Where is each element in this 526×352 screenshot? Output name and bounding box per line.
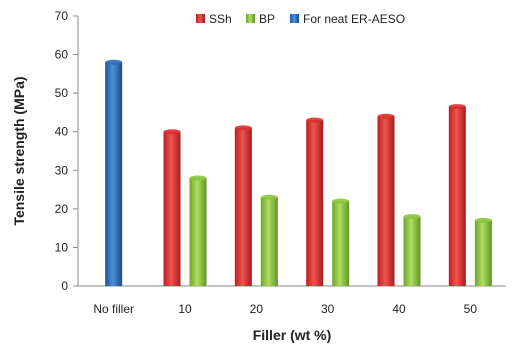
bar-bp [474,220,492,286]
y-tick-label: 70 [55,9,69,23]
x-axis-title: Filler (wt %) [253,327,332,343]
y-tick-label: 50 [55,86,69,100]
x-tick-label: 20 [250,302,264,316]
bar-ssh [306,120,324,287]
bar-top [474,217,492,223]
x-tick-label: 10 [178,302,192,316]
bar-ssh [163,131,181,286]
y-tick-label: 30 [55,163,69,177]
legend-swatch [246,14,255,23]
bar-ssh [448,106,466,287]
bar-bp [332,201,350,286]
y-tick-label: 10 [55,240,69,254]
x-tick-label: 30 [321,302,335,316]
legend-label: BP [259,12,275,26]
legend: SSh BP For neat ER-AESO [196,12,405,26]
y-axis-title: Tensile strength (MPa) [11,76,27,225]
bar-top [260,194,278,200]
bars [105,59,492,287]
legend-label: SSh [209,12,232,26]
y-tick-label: 0 [61,279,68,293]
bar-top [377,113,395,119]
y-axis-ticks: 0 10 20 30 40 50 60 70 [55,9,78,293]
bar-top [448,104,466,110]
y-tick-label: 60 [55,48,69,62]
bar-top [332,198,350,204]
bar-bp [189,178,207,286]
x-tick-label: 50 [464,302,478,316]
legend-swatch [290,14,299,23]
legend-swatch [196,14,205,23]
bar-bp [403,216,421,286]
legend-label: For neat ER-AESO [303,12,405,26]
bar-top [189,175,207,181]
bar-top [163,129,181,135]
bar-bp [260,197,278,286]
bar-top [306,117,324,123]
y-tick-label: 20 [55,202,69,216]
x-tick-label: 40 [392,302,406,316]
y-tick-label: 40 [55,125,69,139]
bar-top [403,214,421,220]
bar-top [234,125,252,131]
bar-ssh [377,116,395,287]
bar-ssh [234,127,252,286]
x-axis-ticks: No filler 10 20 30 40 50 [93,302,477,316]
x-tick-label: No filler [93,302,134,316]
bar-top [105,59,123,65]
bar-for-neat-er-aeso [105,62,123,287]
